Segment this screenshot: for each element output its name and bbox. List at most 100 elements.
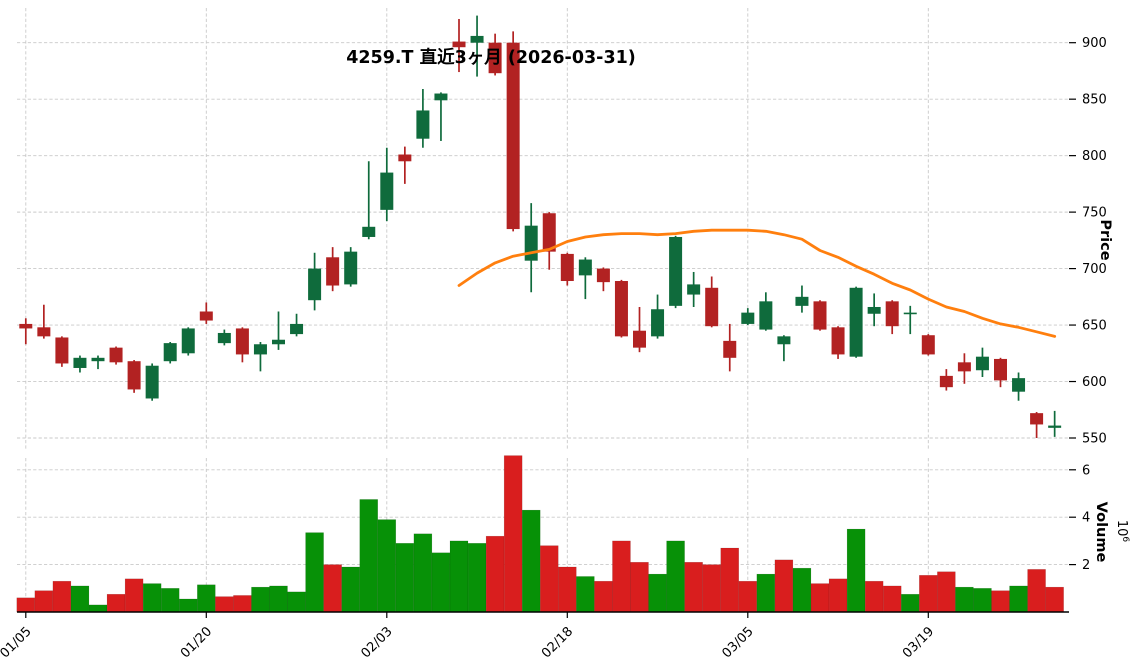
volume-bar xyxy=(485,535,505,613)
volume-bar xyxy=(124,578,144,613)
candlestick xyxy=(1030,413,1044,425)
date-tick-label: 01/20 xyxy=(178,624,215,661)
volume-bar xyxy=(774,559,794,613)
volume-axis-label: Volume xyxy=(1093,501,1109,563)
candlestick xyxy=(91,357,105,362)
candlestick xyxy=(145,365,159,399)
candlestick xyxy=(542,213,556,252)
volume-bar xyxy=(395,543,415,613)
candlestick xyxy=(235,328,249,355)
candlestick xyxy=(163,343,177,362)
candlestick xyxy=(777,336,791,345)
date-tick-label: 02/18 xyxy=(539,624,576,661)
volume-bar xyxy=(919,575,938,613)
volume-bar xyxy=(449,540,469,613)
price-tick-label: 600 xyxy=(1082,375,1107,390)
volume-bar xyxy=(215,596,234,613)
candlestick xyxy=(957,362,971,372)
volume-bar xyxy=(810,583,830,613)
volume-bar xyxy=(955,586,974,613)
candlestick xyxy=(416,110,430,139)
volume-bar xyxy=(251,586,270,613)
volume-bar xyxy=(828,578,848,613)
candlestick xyxy=(741,312,755,324)
volume-bar xyxy=(792,567,812,613)
volume-bar xyxy=(52,580,72,613)
volume-bar xyxy=(612,540,631,613)
volume-bar xyxy=(594,580,613,613)
candlestick xyxy=(939,375,953,388)
volume-bar xyxy=(359,499,378,613)
price-tick-label: 800 xyxy=(1082,149,1107,164)
volume-bar xyxy=(305,532,324,613)
date-tick-label: 01/05 xyxy=(0,624,35,661)
candlestick xyxy=(181,328,195,354)
volume-bar xyxy=(540,545,559,613)
price-tick-label: 750 xyxy=(1082,206,1107,221)
candlestick xyxy=(488,42,502,74)
candlestick xyxy=(127,361,141,390)
candlestick xyxy=(921,335,935,355)
volume-bar xyxy=(467,543,487,613)
price-tick-label: 650 xyxy=(1082,319,1107,334)
candlestick xyxy=(452,41,466,48)
candlestick xyxy=(272,339,285,345)
candlestick xyxy=(398,154,412,162)
candlestick xyxy=(253,344,267,355)
candlestick xyxy=(759,301,773,330)
volume-bar xyxy=(233,595,252,613)
candlestick xyxy=(470,35,484,43)
candlestick xyxy=(596,268,610,283)
volume-bar xyxy=(1027,569,1046,613)
candlestick xyxy=(217,332,231,344)
volume-bar xyxy=(666,540,685,613)
volume-bar xyxy=(106,593,126,613)
candlestick xyxy=(73,357,87,368)
candlestick xyxy=(903,312,917,315)
volume-bar xyxy=(1009,585,1028,613)
volume-unit-exponent: 6 xyxy=(1120,536,1131,543)
candlestick xyxy=(633,330,646,348)
candlestick xyxy=(19,323,33,329)
volume-bar xyxy=(882,585,902,613)
candlestick xyxy=(560,253,574,282)
price-tick-label: 550 xyxy=(1082,432,1107,447)
candlestick xyxy=(434,93,448,101)
volume-bar xyxy=(70,585,90,613)
candlestick xyxy=(723,340,737,358)
candlestick xyxy=(705,287,719,327)
volume-bar xyxy=(576,576,595,613)
volume-bar xyxy=(16,597,36,613)
date-tick-label: 02/03 xyxy=(359,624,396,661)
candlestick xyxy=(669,236,683,306)
candlestick xyxy=(1048,425,1062,428)
volume-bar xyxy=(864,580,884,613)
candlestick xyxy=(199,311,213,321)
candlestick xyxy=(55,337,69,364)
volume-bar xyxy=(846,528,866,613)
candlestick xyxy=(380,172,394,210)
candlestick xyxy=(109,347,123,363)
candlestick xyxy=(849,287,863,357)
candlestick xyxy=(831,327,845,355)
candlestick xyxy=(578,259,592,276)
volume-bar xyxy=(142,583,162,613)
price-tick-label: 850 xyxy=(1082,93,1107,108)
volume-bar xyxy=(684,561,703,613)
volume-bar xyxy=(973,588,992,613)
candlestick xyxy=(975,356,989,371)
volume-bar xyxy=(648,573,667,613)
candlestick xyxy=(506,42,520,230)
volume-unit-base: 10 xyxy=(1113,519,1129,537)
candlestick xyxy=(524,225,538,261)
price-tick-label: 700 xyxy=(1082,262,1107,277)
volume-bar xyxy=(738,580,758,613)
volume-bar xyxy=(756,573,776,613)
volume-bar xyxy=(720,547,739,613)
volume-bar xyxy=(503,455,523,613)
volume-bar xyxy=(160,588,180,613)
volume-bar xyxy=(937,571,956,613)
volume-bar xyxy=(1045,586,1064,613)
